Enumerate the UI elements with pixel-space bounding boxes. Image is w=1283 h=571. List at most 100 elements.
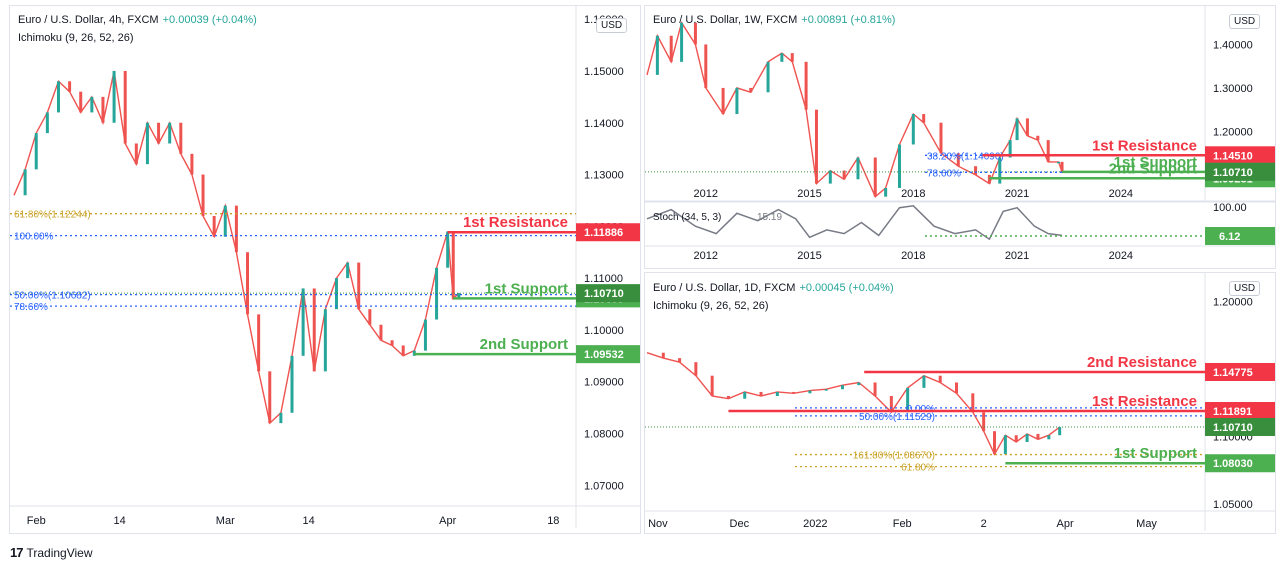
candle	[390, 340, 394, 346]
stoch-value-tag	[1205, 227, 1275, 245]
candle	[79, 91, 83, 113]
x-tick-label: 2012	[694, 250, 718, 262]
candle	[857, 382, 861, 386]
candle	[792, 391, 796, 394]
level-price-tag	[1205, 146, 1275, 165]
x-tick-label: Mar	[216, 515, 235, 527]
x-tick-label: 2021	[1005, 188, 1029, 200]
stoch-label: Stoch (34, 5, 3)	[653, 212, 721, 223]
level-price-tag-label: 1.14510	[1213, 150, 1253, 162]
x-tick-label: 2022	[803, 518, 827, 530]
level-price-tag	[1205, 402, 1275, 421]
y-tick-label: 1.14000	[584, 118, 624, 130]
x-tick-label: Nov	[648, 518, 668, 530]
candle	[1025, 433, 1029, 442]
candle	[911, 114, 915, 145]
candle	[157, 122, 161, 144]
y-tick-label: 1.40000	[1213, 39, 1253, 51]
fib-level-label: 78.60%	[927, 168, 961, 179]
chart-panel-daily[interactable]: 1.200001.150001.100001.05000NovDec2022Fe…	[644, 272, 1276, 534]
candle	[401, 345, 405, 356]
chart-weekly-canvas[interactable]: 1.400001.300001.200001.10000201220152018…	[645, 6, 1275, 268]
chart-panel-4h[interactable]: 1.160001.150001.140001.130001.120001.110…	[9, 5, 641, 534]
x-tick-label: 2024	[1109, 250, 1133, 262]
level-label: 2nd Support	[1109, 160, 1197, 177]
indicator-label: Ichimoku (9, 26, 52, 26)	[18, 32, 134, 44]
candle	[873, 157, 877, 197]
candle	[1025, 118, 1029, 136]
currency-button[interactable]: USD	[596, 18, 628, 33]
candle	[971, 393, 975, 413]
current-price-tag-label: 1.10710	[1213, 167, 1253, 179]
stoch-y-tick-label: 100.00	[1213, 202, 1247, 214]
candle	[897, 144, 901, 188]
candle	[842, 170, 846, 180]
chart-panel-weekly[interactable]: 1.400001.300001.200001.10000201220152018…	[644, 5, 1276, 269]
candle	[998, 157, 1002, 184]
candle	[446, 231, 450, 268]
x-tick-label: 2015	[797, 188, 821, 200]
candle	[212, 215, 216, 237]
candle	[766, 61, 770, 93]
candle	[710, 375, 714, 396]
y-tick-label: 1.05000	[1213, 499, 1253, 511]
x-tick-label: Dec	[730, 518, 750, 530]
candle	[334, 278, 338, 310]
y-tick-label: 1.09000	[584, 377, 624, 389]
candle	[1046, 140, 1050, 162]
candle	[884, 187, 888, 197]
x-tick-label: 2012	[694, 188, 718, 200]
candle	[368, 309, 372, 325]
fib-level-label: 50.00%(1.10682)	[14, 291, 91, 302]
fib-level-label: 161.80%(1.08670)	[853, 451, 935, 462]
candle	[112, 70, 116, 123]
candle	[56, 81, 60, 113]
candle	[90, 96, 94, 113]
candle	[34, 133, 38, 170]
x-tick-label: 2015	[797, 250, 821, 262]
brand-footer[interactable]: 17 TradingView	[10, 545, 93, 560]
candle	[312, 288, 316, 372]
y-tick-label: 1.10000	[584, 325, 624, 337]
stoch-value-label: 15.19	[757, 212, 782, 223]
level-price-tag-label: 1.08030	[1213, 458, 1253, 470]
price-series-line	[646, 20, 1063, 198]
currency-button[interactable]: USD	[1229, 14, 1261, 29]
level-label: 1st Support	[1114, 445, 1197, 462]
currency-button[interactable]: USD	[1229, 281, 1261, 296]
candle	[721, 87, 725, 115]
chart-daily-canvas[interactable]: 1.200001.150001.100001.05000NovDec2022Fe…	[645, 273, 1275, 533]
candle	[804, 61, 808, 110]
candle	[290, 355, 294, 413]
chart-title-row: Euro / U.S. Dollar, 1W, FXCM +0.00891 (+0…	[653, 14, 895, 26]
candle	[268, 371, 272, 424]
candle	[694, 362, 698, 376]
x-tick-label: 2024	[1109, 188, 1133, 200]
candle	[1058, 427, 1062, 436]
x-tick-label: May	[1136, 518, 1157, 530]
current-price-tag	[576, 284, 640, 303]
candle	[790, 53, 794, 62]
tradingview-logo-icon: 17	[10, 545, 24, 560]
chart-title: Euro / U.S. Dollar, 1W, FXCM	[653, 14, 798, 26]
current-price-tag-label: 1.10710	[1213, 422, 1253, 434]
y-tick-label: 1.20000	[1213, 126, 1253, 138]
x-tick-label: 14	[114, 515, 126, 527]
candle	[1060, 161, 1064, 172]
candle	[775, 391, 779, 396]
stoch-value-tag-label: 6.12	[1219, 231, 1240, 243]
candle	[101, 96, 105, 123]
candle	[693, 22, 697, 45]
candle	[987, 174, 991, 184]
candle	[759, 391, 763, 396]
candle	[669, 35, 673, 62]
chart-4h-canvas[interactable]: 1.160001.150001.140001.130001.120001.110…	[10, 6, 640, 533]
level-price-tag-label: 1.09532	[584, 349, 624, 361]
candle	[323, 309, 327, 372]
candle	[824, 389, 828, 391]
candle	[889, 396, 893, 413]
y-tick-label: 1.20000	[1213, 296, 1253, 308]
x-tick-label: Feb	[27, 515, 46, 527]
candle	[780, 53, 784, 62]
candle	[201, 174, 205, 216]
